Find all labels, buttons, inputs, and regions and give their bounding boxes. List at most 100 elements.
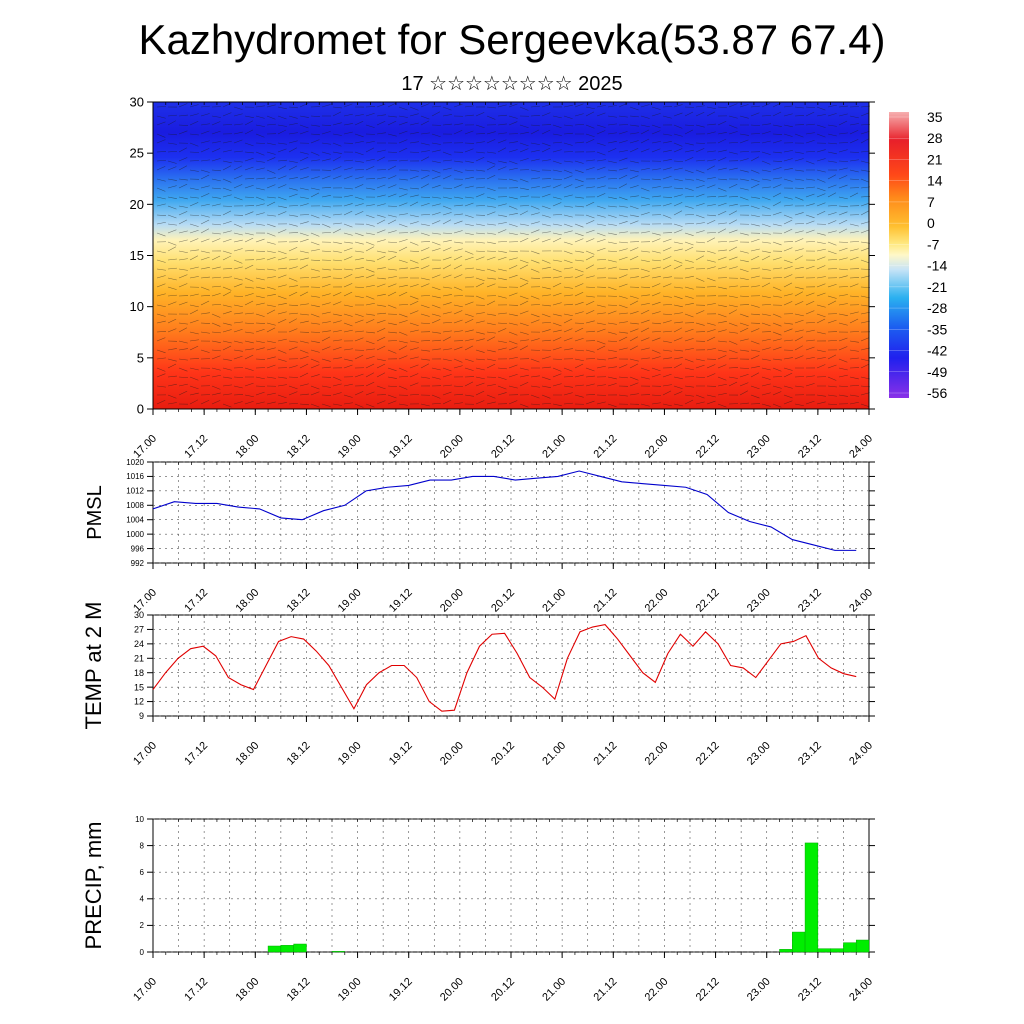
wind-barb xyxy=(552,149,562,153)
wind-barb xyxy=(233,295,243,297)
precip-bar xyxy=(280,945,294,953)
wind-barb xyxy=(783,282,793,288)
wind-barb xyxy=(321,268,331,271)
chart-title: Kazhydromet for Sergeevka(53.87 67.4) xyxy=(138,16,886,63)
wind-barb xyxy=(541,193,551,198)
wind-barb xyxy=(651,113,661,117)
wind-barb xyxy=(618,295,628,299)
wind-barb xyxy=(244,157,254,162)
wind-barb xyxy=(233,165,243,171)
wind-barb xyxy=(816,187,826,192)
wind-barb xyxy=(563,367,573,372)
wind-barb xyxy=(574,291,584,297)
wind-barb xyxy=(200,219,210,225)
wind-barb xyxy=(772,166,782,171)
wind-barb xyxy=(343,268,353,271)
wind-barb xyxy=(310,241,320,246)
wind-barb xyxy=(475,390,485,396)
wind-barb xyxy=(354,176,364,180)
wind-barb xyxy=(684,303,694,306)
wind-barb xyxy=(629,195,639,198)
wind-barb xyxy=(233,184,243,189)
wind-barb xyxy=(794,301,804,306)
wind-barb xyxy=(717,321,727,324)
wind-barb xyxy=(673,327,683,333)
wind-barb xyxy=(387,340,398,342)
wind-barb xyxy=(299,303,309,306)
wind-barb xyxy=(827,385,837,388)
wind-barb xyxy=(860,124,870,126)
wind-barb xyxy=(783,394,793,399)
wind-barb xyxy=(827,241,837,246)
wind-barb xyxy=(255,258,265,261)
x-tick-label: 23.00 xyxy=(745,433,773,461)
wind-barb xyxy=(574,337,584,342)
wind-barb xyxy=(387,115,397,118)
wind-barb xyxy=(717,132,727,135)
wind-barb xyxy=(651,124,661,129)
wind-barb xyxy=(860,304,870,307)
x-tick-label: 20.00 xyxy=(438,433,466,461)
wind-barb xyxy=(618,196,628,201)
wind-barb xyxy=(354,267,364,270)
wind-barb xyxy=(409,356,419,360)
wind-barb xyxy=(244,166,254,171)
wind-barb xyxy=(343,283,353,288)
wind-barb xyxy=(728,229,738,234)
wind-barb xyxy=(728,349,738,354)
wind-barb xyxy=(772,192,782,198)
wind-barb xyxy=(233,175,243,180)
wind-barb xyxy=(662,330,672,333)
wind-barb xyxy=(585,238,595,243)
wind-barb xyxy=(343,304,353,308)
x-tick-label: 24.00 xyxy=(847,587,875,615)
wind-barb xyxy=(277,184,287,189)
wind-barb xyxy=(387,304,397,309)
wind-barb xyxy=(222,384,232,387)
wind-barb xyxy=(200,250,210,254)
wind-barb xyxy=(607,160,617,164)
wind-barb xyxy=(662,196,673,198)
colorbar-label: -7 xyxy=(927,236,940,252)
wind-barb xyxy=(453,241,463,244)
wind-barb xyxy=(585,383,595,387)
wind-barb xyxy=(332,166,342,171)
wind-barb xyxy=(288,403,298,405)
wind-barb xyxy=(299,313,309,316)
wind-barb xyxy=(409,373,419,378)
wind-barb xyxy=(398,246,408,252)
wind-barb xyxy=(211,303,221,306)
wind-barb xyxy=(684,313,694,318)
wind-barb xyxy=(354,114,364,117)
wind-barb xyxy=(541,223,551,227)
wind-barb xyxy=(497,328,507,333)
wind-barb xyxy=(343,402,353,405)
wind-barb xyxy=(849,248,859,252)
wind-barb xyxy=(563,104,573,108)
wind-barb xyxy=(387,102,397,108)
wind-barb xyxy=(574,250,584,253)
wind-barb xyxy=(189,293,199,297)
wind-barb xyxy=(299,130,309,135)
wind-barb xyxy=(805,383,815,387)
wind-barb xyxy=(343,103,353,108)
wind-barb xyxy=(574,268,584,273)
wind-barb xyxy=(849,277,860,279)
chart-subtitle: 17 ☆☆☆☆☆☆☆☆ 2025 xyxy=(401,73,623,95)
wind-barb xyxy=(563,385,573,388)
wind-barb xyxy=(761,205,771,210)
wind-barb xyxy=(277,284,287,288)
wind-barb xyxy=(629,140,639,144)
x-tick-label: 20.12 xyxy=(489,433,517,461)
wind-barb xyxy=(651,322,661,325)
wind-barb xyxy=(233,328,243,333)
wind-barb xyxy=(684,205,694,209)
wind-barb xyxy=(519,223,529,226)
wind-barb xyxy=(310,331,321,333)
wind-barb xyxy=(860,311,870,315)
wind-barb xyxy=(651,186,661,189)
wind-barb xyxy=(574,349,584,352)
wind-barb xyxy=(431,319,441,324)
wind-barb xyxy=(310,232,320,237)
wind-barb xyxy=(673,264,683,270)
